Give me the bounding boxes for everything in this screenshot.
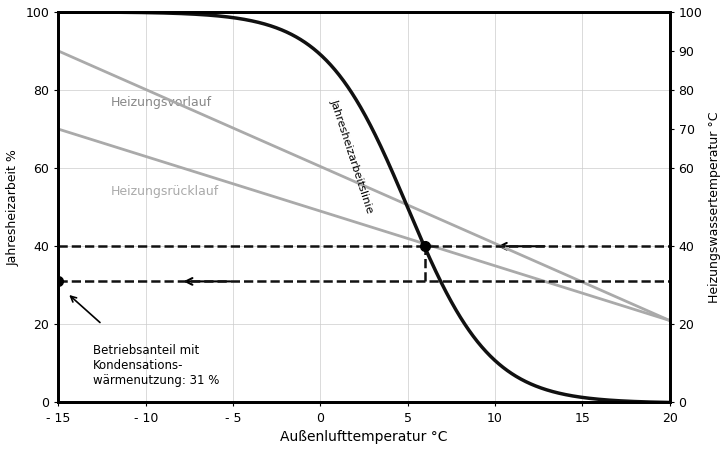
Y-axis label: Jahresheizarbeit %: Jahresheizarbeit % (7, 149, 20, 266)
Text: Jahresheizarbeitslinie: Jahresheizarbeitslinie (328, 98, 375, 215)
Y-axis label: Heizungswassertemperatur °C: Heizungswassertemperatur °C (708, 111, 721, 303)
Text: Heizungsrücklauf: Heizungsrücklauf (111, 185, 219, 198)
Text: Betriebsanteil mit
Kondensations-
wärmenutzung: 31 %: Betriebsanteil mit Kondensations- wärmen… (93, 344, 220, 387)
Text: Heizungsvorlauf: Heizungsvorlauf (111, 96, 212, 109)
X-axis label: Außenlufttemperatur °C: Außenlufttemperatur °C (280, 430, 448, 444)
